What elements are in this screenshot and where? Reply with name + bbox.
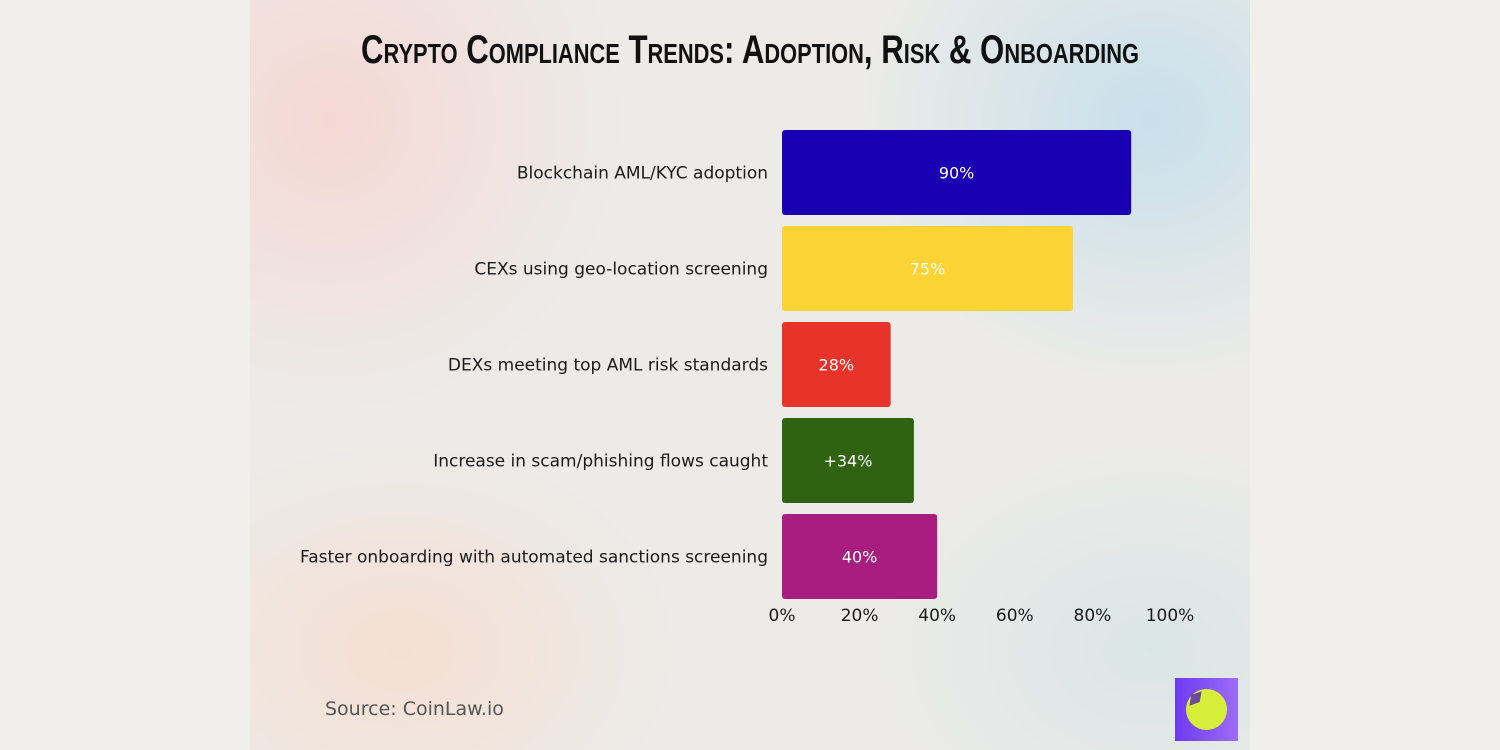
- x-tick-label: 0%: [769, 606, 796, 626]
- data-label: 40%: [842, 548, 878, 567]
- x-tick-label: 60%: [996, 606, 1034, 626]
- data-label: 90%: [939, 164, 975, 183]
- data-label: +34%: [823, 452, 872, 471]
- compass-icon: [1175, 678, 1238, 741]
- bar: [782, 226, 1073, 311]
- data-label: 75%: [910, 260, 946, 279]
- chart-title: Crypto Compliance Trends: Adoption, Risk…: [360, 28, 1140, 72]
- source-text: Source: CoinLaw.io: [325, 698, 504, 720]
- category-label: Faster onboarding with automated sanctio…: [300, 548, 768, 568]
- chart-background: [250, 0, 1250, 750]
- category-label: Increase in scam/phishing flows caught: [433, 452, 768, 472]
- x-tick-label: 40%: [918, 606, 956, 626]
- x-tick-label: 100%: [1146, 606, 1195, 626]
- x-tick-label: 20%: [841, 606, 879, 626]
- data-label: 28%: [819, 356, 855, 375]
- x-tick-label: 80%: [1074, 606, 1112, 626]
- bar: [782, 514, 938, 599]
- category-label: CEXs using geo-location screening: [474, 260, 768, 280]
- category-label: DEXs meeting top AML risk standards: [448, 356, 768, 376]
- bar: [782, 130, 1132, 215]
- bar: [782, 418, 914, 503]
- category-label: Blockchain AML/KYC adoption: [517, 164, 768, 184]
- bar: [782, 322, 891, 407]
